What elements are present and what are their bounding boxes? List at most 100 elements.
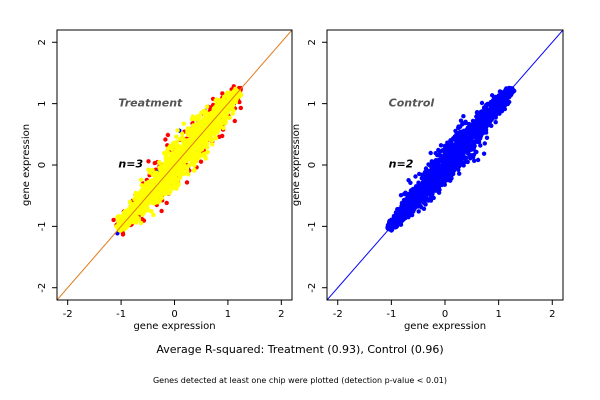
data-point <box>204 104 210 109</box>
data-point <box>453 162 458 167</box>
data-point <box>454 131 459 136</box>
data-point <box>192 163 197 168</box>
data-point <box>185 130 190 135</box>
data-point <box>423 192 429 197</box>
data-point <box>138 203 143 208</box>
data-point <box>416 209 421 214</box>
y-tick-label: 1 <box>37 100 48 106</box>
data-point <box>401 203 406 209</box>
data-point <box>164 162 169 168</box>
data-point <box>484 102 489 108</box>
data-point <box>423 166 429 171</box>
data-point <box>178 136 183 142</box>
data-point <box>165 146 171 151</box>
x-axis-title: gene expression <box>133 321 215 332</box>
reference-line <box>327 30 563 300</box>
data-point <box>481 151 487 156</box>
data-point <box>153 198 158 204</box>
data-point <box>197 151 202 156</box>
data-point <box>217 102 222 108</box>
data-point <box>203 156 208 161</box>
data-point <box>413 174 418 179</box>
data-point <box>423 178 429 183</box>
data-point <box>493 97 498 102</box>
data-point <box>193 154 199 159</box>
data-point <box>451 165 457 171</box>
data-point <box>447 146 452 151</box>
data-point <box>140 194 145 200</box>
sample-count-label: n=2 <box>389 157 414 170</box>
series-2 <box>114 86 244 233</box>
x-tick-label: -1 <box>116 309 126 320</box>
data-point <box>179 164 184 170</box>
data-point <box>483 127 489 132</box>
data-point <box>458 118 464 123</box>
data-point <box>123 215 128 220</box>
x-tick-label: 0 <box>442 309 448 320</box>
data-point <box>440 164 445 169</box>
data-point <box>486 121 491 126</box>
data-point <box>207 132 213 138</box>
data-point <box>195 141 200 146</box>
data-point <box>217 134 222 139</box>
data-point <box>415 197 420 202</box>
data-point <box>423 197 429 202</box>
panel-annotation: Treatment <box>118 97 183 110</box>
data-point <box>203 151 208 156</box>
data-point <box>411 188 416 194</box>
data-point <box>447 160 452 165</box>
data-point <box>464 146 470 151</box>
data-point <box>502 91 507 96</box>
scatter-points <box>385 85 517 233</box>
data-point <box>163 188 168 193</box>
data-point <box>133 220 139 225</box>
data-point <box>420 172 425 177</box>
data-point <box>487 107 492 113</box>
data-point <box>175 128 180 133</box>
data-point <box>156 176 162 181</box>
data-point <box>215 130 220 135</box>
data-point <box>435 162 440 167</box>
data-point <box>127 212 133 218</box>
data-point <box>176 181 181 186</box>
panel-annotation: Control <box>389 97 435 110</box>
panel-control: -2 -1 0 1 2 -2 -1 0 1 2 gene expression gene expres… <box>291 29 564 332</box>
data-point <box>410 207 415 213</box>
data-point <box>413 205 418 210</box>
data-point <box>190 139 195 144</box>
data-point <box>493 120 498 125</box>
data-point <box>456 124 461 129</box>
data-point <box>145 208 151 213</box>
data-point <box>223 121 228 126</box>
data-point <box>151 178 156 183</box>
data-point <box>199 141 204 146</box>
data-point <box>429 165 435 170</box>
y-axis-title: gene expression <box>21 124 32 206</box>
data-point <box>143 182 148 187</box>
data-point <box>211 125 216 130</box>
data-point <box>457 171 462 176</box>
data-point <box>420 189 425 195</box>
x-tick-label: 1 <box>495 309 501 320</box>
caption-main: Average R-squared: Treatment (0.93), Con… <box>156 343 444 356</box>
data-point <box>150 172 155 177</box>
data-point <box>131 210 136 216</box>
data-point <box>227 91 233 96</box>
y-tick-label: -2 <box>37 283 48 293</box>
data-point <box>127 218 132 223</box>
data-point <box>428 150 433 156</box>
data-point <box>171 155 176 160</box>
data-point <box>204 116 209 121</box>
data-point <box>201 122 206 127</box>
data-point <box>419 176 424 181</box>
data-point <box>180 131 185 136</box>
data-point <box>441 176 447 182</box>
data-point <box>421 206 427 211</box>
data-point <box>467 122 473 128</box>
data-point <box>454 139 460 144</box>
data-point <box>138 177 144 182</box>
data-point <box>505 98 510 104</box>
data-point <box>180 171 185 176</box>
data-point <box>152 192 158 198</box>
data-point <box>424 174 430 179</box>
